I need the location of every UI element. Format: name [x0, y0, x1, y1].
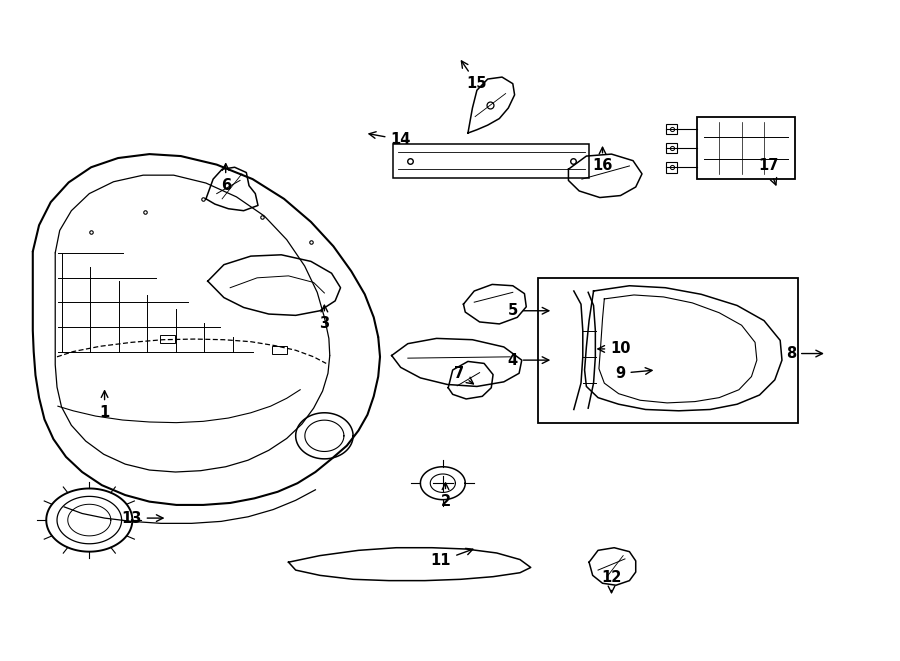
- Text: 3: 3: [320, 305, 329, 331]
- Bar: [538, 278, 798, 422]
- Bar: [666, 143, 677, 153]
- Text: 10: 10: [598, 342, 631, 356]
- Text: 13: 13: [122, 510, 163, 525]
- Bar: [666, 124, 677, 134]
- Text: 1: 1: [99, 391, 110, 420]
- Bar: [393, 143, 590, 178]
- Text: 5: 5: [508, 303, 549, 318]
- Text: 4: 4: [508, 352, 549, 368]
- Bar: [160, 335, 175, 343]
- Text: 2: 2: [440, 483, 451, 509]
- Bar: [697, 116, 796, 179]
- Bar: [666, 162, 677, 173]
- Text: 11: 11: [431, 549, 472, 568]
- Text: 14: 14: [369, 132, 410, 147]
- Text: 15: 15: [462, 61, 487, 91]
- Text: 7: 7: [454, 366, 473, 384]
- Text: 6: 6: [220, 164, 230, 193]
- Text: 17: 17: [759, 159, 778, 185]
- Text: 12: 12: [601, 570, 622, 593]
- Text: 8: 8: [786, 346, 823, 361]
- Text: 16: 16: [592, 147, 613, 173]
- Bar: [273, 346, 287, 354]
- Text: 9: 9: [616, 366, 652, 381]
